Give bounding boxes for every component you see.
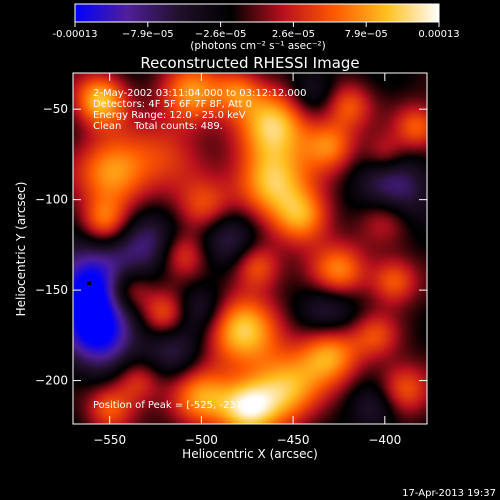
- colorbar-unit-label: (photons cm⁻² s⁻¹ asec⁻²): [190, 40, 325, 52]
- colorbar-tick-label: 2.6e−05: [272, 29, 315, 40]
- colorbar-tick-label: 7.9e−05: [345, 29, 388, 40]
- colorbar-ticks: [74, 22, 440, 27]
- axis-ticks: [73, 73, 427, 424]
- heatmap-image: [73, 73, 427, 424]
- y-axis-label: Heliocentric Y (arcsec): [14, 182, 28, 317]
- y-tick-label: −100: [35, 193, 68, 207]
- info-overlay: 2-May-2002 03:11:04.000 to 03:12:12.000 …: [93, 88, 306, 411]
- info-time-range: 2-May-2002 03:11:04.000 to 03:12:12.000: [93, 88, 306, 99]
- x-tick-label: −450: [277, 433, 310, 447]
- x-tick-label: −550: [93, 433, 126, 447]
- chart-title: Reconstructed RHESSI Image: [140, 54, 359, 72]
- plot-frame: [72, 72, 428, 425]
- x-axis-label: Heliocentric X (arcsec): [182, 447, 318, 461]
- colorbar-tick-labels: -0.00013 −7.9e−05 −2.6e−05 2.6e−05 7.9e−05 0.…: [53, 29, 460, 40]
- y-tick-label: −200: [35, 374, 68, 388]
- info-clean-counts: Clean Total counts: 489.: [93, 121, 223, 132]
- y-tick-label: −150: [35, 283, 68, 297]
- peak-marker: [87, 281, 91, 285]
- colorbar-tick-label: −7.9e−05: [122, 29, 174, 40]
- colorbar: [74, 3, 440, 23]
- plot-area: [73, 73, 427, 424]
- colorbar-tick-label: 0.00013: [418, 29, 459, 40]
- info-detectors: Detectors: 4F 5F 6F 7F 8F, Att 0: [93, 99, 252, 110]
- info-energy-range: Energy Range: 12.0 - 25.0 keV: [93, 110, 246, 121]
- colorbar-tick-label: −2.6e−05: [195, 29, 247, 40]
- x-tick-label: −500: [185, 433, 218, 447]
- colorbar-tick-label: -0.00013: [53, 29, 98, 40]
- axis-tick-labels: −550 −500 −450 −400 −50 −100 −150 −200: [35, 102, 401, 447]
- info-peak-position: Position of Peak = [-525, -237]: [93, 400, 246, 411]
- footer-timestamp: 17-Apr-2013 19:37: [402, 488, 496, 499]
- y-tick-label: −50: [43, 102, 68, 116]
- x-tick-label: −400: [368, 433, 401, 447]
